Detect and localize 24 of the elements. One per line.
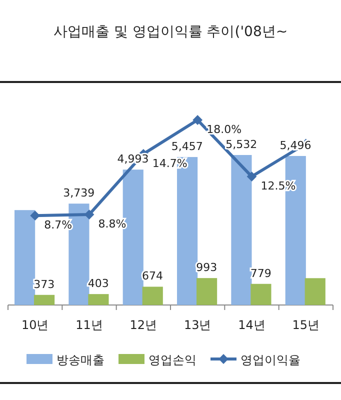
chart-title: 사업매출 및 영업이익률 추이('08년~ (53, 24, 288, 40)
x-tick-label: 11년 (76, 318, 103, 332)
bar (142, 286, 163, 305)
bar (250, 284, 272, 305)
bar (34, 294, 55, 305)
data-label: 8.8% (98, 218, 126, 231)
bar (88, 294, 109, 305)
x-tick-label: 10년 (21, 318, 49, 332)
x-tick-label: 14년 (238, 318, 266, 332)
legend-label: 영업손익 (148, 353, 196, 367)
data-label: 8.7% (44, 218, 72, 232)
data-label: 373 (34, 278, 55, 291)
data-label: 993 (196, 261, 218, 274)
data-label: 674 (142, 270, 164, 283)
x-tick-label: 12년 (130, 318, 158, 332)
data-label: 403 (88, 277, 109, 290)
x-tick-label: 13년 (184, 318, 212, 332)
legend-label: 영업이익율 (240, 353, 300, 367)
bar (14, 210, 36, 305)
data-label: 779 (250, 266, 272, 280)
legend-label: 방송매출 (56, 353, 104, 367)
x-tick-label: 15년 (292, 318, 320, 332)
bar (304, 278, 326, 305)
bar (196, 278, 218, 305)
